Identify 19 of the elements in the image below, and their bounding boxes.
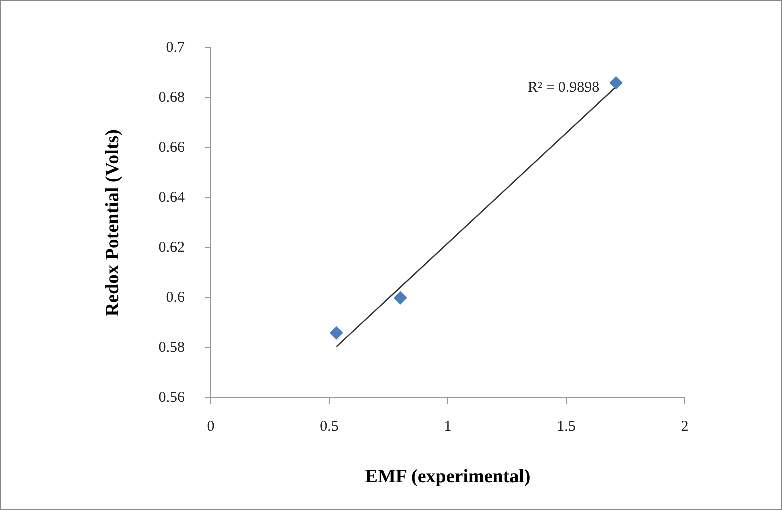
x-tick-label: 0: [207, 419, 215, 436]
point: [330, 326, 344, 340]
y-axis-title: Redox Potential (Volts): [102, 130, 124, 317]
x-tick-label: 1.5: [557, 419, 576, 436]
y-tick-label: 0.6: [166, 290, 186, 306]
y-tick-label: 0.7: [166, 40, 186, 56]
y-tick-label: 0.66: [158, 140, 186, 156]
annotation: R² = 0.9898: [528, 80, 600, 96]
x-tick-label: 0.5: [320, 419, 339, 436]
x-tick-label: 1: [444, 419, 452, 436]
y-tick-label: 0.58: [158, 340, 186, 356]
y-tick-label: 0.68: [158, 90, 186, 106]
point: [394, 292, 408, 305]
point: [610, 76, 623, 90]
y-tick-label: 0.62: [158, 240, 186, 256]
x-axis-title: EMF (experimental): [365, 466, 531, 488]
y-tick-label: 0.56: [158, 390, 186, 406]
y-tick-label: 0.64: [158, 190, 186, 206]
x-tick-label: 2: [681, 419, 689, 436]
